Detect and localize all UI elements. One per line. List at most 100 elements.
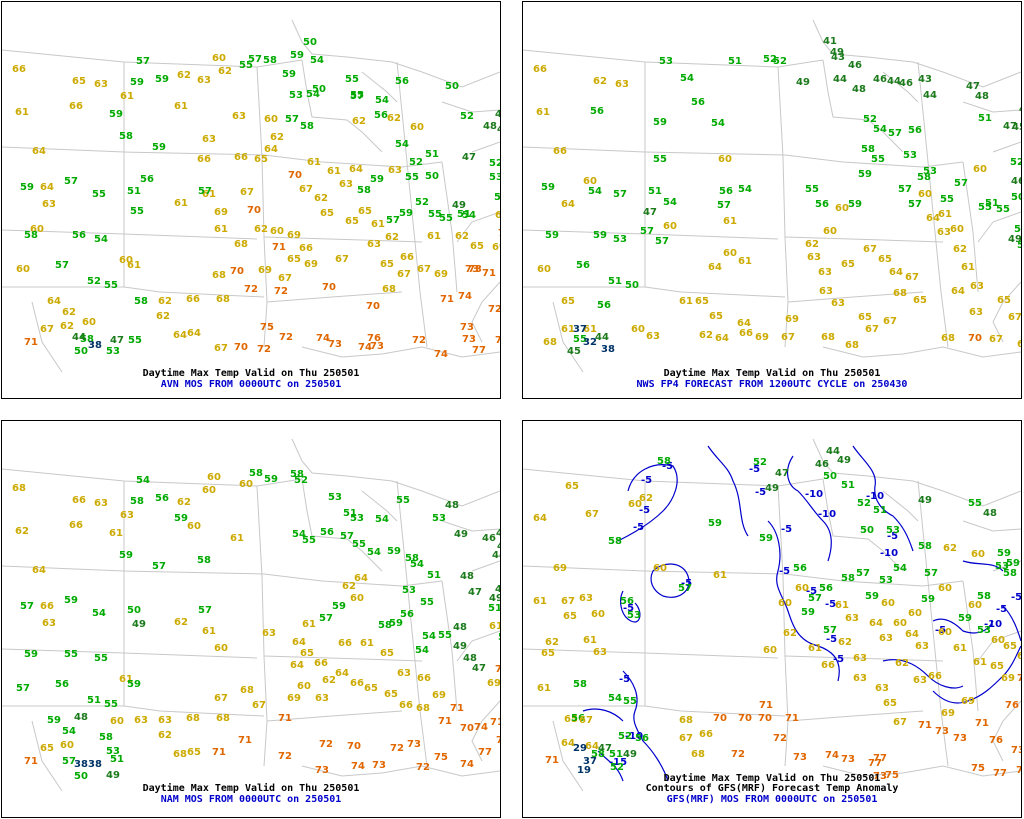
state-border: [31, 720, 63, 792]
station-temp-label: 53: [489, 172, 500, 183]
station-temp-label: 77: [478, 747, 492, 758]
station-temp-label: 68: [845, 340, 859, 351]
station-temp-label: 61: [202, 189, 216, 200]
station-temp-label: 52: [763, 54, 777, 65]
station-temp-label: 55: [128, 335, 142, 346]
contour-label: -10: [866, 491, 884, 502]
station-temp-label: 59: [130, 77, 144, 88]
station-temp-label: 69: [785, 314, 799, 325]
station-temp-label: 60: [971, 549, 985, 560]
contour-label: -5: [755, 487, 766, 498]
station-temp-label: 55: [345, 74, 359, 85]
station-temp-label: 58: [1003, 568, 1017, 579]
station-temp-label: 51: [985, 198, 999, 209]
station-temp-label: 48: [483, 121, 497, 132]
station-temp-label: 69: [961, 696, 975, 707]
station-temp-label: 66: [417, 673, 431, 684]
station-temp-label: 60: [723, 248, 737, 259]
station-temp-label: 49: [837, 455, 851, 466]
station-temp-label: 68: [893, 288, 907, 299]
station-temp-label: 44: [833, 74, 847, 85]
station-temp-label: 56: [155, 493, 169, 504]
station-temp-label: 58: [591, 749, 605, 760]
station-temp-label: 60: [718, 154, 732, 165]
station-temp-label: 55: [978, 202, 992, 213]
station-temp-label: 59: [152, 142, 166, 153]
contour-label: -5: [806, 586, 817, 597]
state-border: [822, 765, 1021, 777]
station-temp-label: 65: [380, 648, 394, 659]
station-temp-label: 67: [863, 244, 877, 255]
station-temp-label: 48: [975, 91, 989, 102]
station-temp-label: 60: [212, 53, 226, 64]
station-temp-label: 58: [917, 172, 931, 183]
station-temp-label: 67: [299, 184, 313, 195]
station-temp-label: 57: [20, 601, 34, 612]
station-temp-label: 61: [808, 643, 822, 654]
station-temp-label: 67: [561, 596, 575, 607]
station-temp-label: 67: [335, 254, 349, 265]
station-temp-label: 63: [579, 593, 593, 604]
station-temp-label: 56: [793, 563, 807, 574]
station-temp-label: 73: [935, 726, 949, 737]
station-temp-label: 65: [841, 259, 855, 270]
station-temp-label: 63: [397, 668, 411, 679]
station-temp-label: 63: [315, 693, 329, 704]
station-temp-label: 63: [615, 79, 629, 90]
station-temp-label: 74: [495, 664, 500, 675]
station-temp-label: 55: [92, 189, 106, 200]
station-temp-label: 44: [923, 90, 937, 101]
station-temp-label: 55: [968, 498, 982, 509]
station-temp-label: 54: [462, 210, 476, 221]
station-temp-label: 57: [678, 583, 692, 594]
station-temp-label: 59: [332, 601, 346, 612]
station-temp-label: 53: [402, 585, 416, 596]
station-temp-label: 60: [938, 583, 952, 594]
station-temp-label: 46: [1011, 176, 1021, 187]
anomaly-contour: [707, 445, 749, 537]
state-border: [441, 101, 500, 113]
station-temp-label: 64: [715, 333, 729, 344]
station-temp-label: 58: [608, 536, 622, 547]
station-temp-label: 70: [347, 741, 361, 752]
station-temp-label: 60: [893, 618, 907, 629]
station-temp-label: 65: [380, 259, 394, 270]
station-temp-label: 60: [537, 264, 551, 275]
station-temp-label: 65: [470, 241, 484, 252]
station-temp-label: 73: [460, 322, 474, 333]
station-temp-label: 49: [489, 593, 500, 604]
station-temp-label: 63: [197, 75, 211, 86]
station-temp-label: 54: [395, 139, 409, 150]
station-temp-label: 65: [561, 296, 575, 307]
station-temp-label: 74: [825, 750, 839, 761]
station-temp-label: 59: [64, 595, 78, 606]
station-temp-label: 50: [303, 37, 317, 48]
station-temp-label: 59: [921, 594, 935, 605]
panel-gfs-mos: -5 -5 -5 -5 -5 -5 -10 -10 -5 -5 -5 -10 -5 -10 -5 -5 -5 -5…: [522, 420, 1022, 818]
station-temp-label: 59: [370, 174, 384, 185]
state-border: [784, 655, 944, 662]
station-temp-label: 70: [460, 723, 474, 734]
station-temp-label: 37: [583, 756, 597, 767]
station-temp-label: 51: [343, 508, 357, 519]
station-temp-label: 51: [110, 754, 124, 765]
state-border: [552, 301, 584, 373]
station-temp-label: 65: [364, 683, 378, 694]
station-temp-label: 48: [460, 571, 474, 582]
station-temp-label: 60: [950, 224, 964, 235]
station-temp-label: 56: [819, 583, 833, 594]
state-border: [266, 291, 403, 303]
state-border: [992, 700, 1021, 762]
station-temp-label: 65: [883, 698, 897, 709]
station-temp-label: 63: [969, 307, 983, 318]
state-border: [301, 765, 500, 777]
panel-caption-valid: Daytime Max Temp Valid on Thu 250501: [663, 773, 881, 784]
station-temp-label: 64: [708, 262, 722, 273]
station-temp-label: 58: [290, 469, 304, 480]
station-temp-label: 59: [264, 474, 278, 485]
station-temp-label: 51: [728, 56, 742, 67]
station-temp-label: 65: [913, 295, 927, 306]
contour-label: -5: [781, 524, 792, 535]
map-canvas: -5 -5 -5 -5 -5 -5 -10 -10 -5 -5 -5 -10 -5 -10 -5 -5 -5 -5…: [523, 438, 1021, 792]
